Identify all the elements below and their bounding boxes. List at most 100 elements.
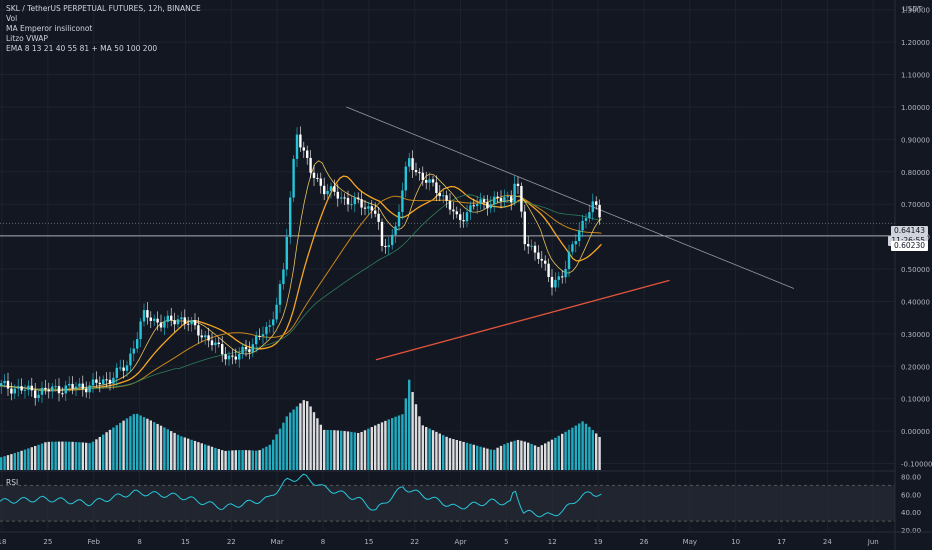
price-tick-label: 0.70000 [901, 201, 930, 209]
volume-bar [499, 445, 503, 470]
candle-body [394, 226, 397, 235]
candle-body [153, 318, 156, 321]
candle-body [173, 320, 176, 325]
candle-body [591, 201, 594, 213]
price-tick-label: 0.50000 [901, 266, 930, 274]
volume-bar [13, 453, 16, 470]
candle-body [418, 172, 421, 174]
rsi-label: RSI [6, 478, 19, 487]
volume-bar [448, 438, 452, 470]
candle-body [581, 220, 584, 231]
volume-bar [496, 447, 499, 470]
candle-body [431, 179, 435, 183]
candle-body [132, 348, 135, 354]
volume-bar [360, 431, 363, 470]
candle-body [459, 214, 462, 221]
candle-body [88, 385, 91, 393]
volume-bar [557, 435, 560, 470]
volume-bar [282, 422, 285, 470]
candle-body [85, 388, 88, 393]
volume-bar [139, 415, 142, 470]
price-tick-label: 1.00000 [901, 104, 930, 112]
candle-body [472, 205, 475, 207]
price-axis-unit: USDT [902, 5, 922, 13]
time-tick-label: 15 [181, 538, 190, 546]
candle-body [234, 356, 237, 360]
volume-bar [57, 441, 61, 470]
candle-body [51, 386, 54, 392]
price-tick-label: 0.00000 [901, 428, 930, 436]
ma200-line [375, 279, 670, 361]
volume-bar [540, 445, 543, 470]
candle-body [261, 334, 265, 337]
volume-bar [34, 445, 37, 470]
time-tick-label: 8 [321, 538, 325, 546]
volume-bar [159, 425, 163, 470]
candle-body [350, 204, 353, 206]
price-tick-label: 0.20000 [901, 363, 930, 371]
price-tick-label: 0.80000 [901, 169, 930, 177]
volume-bar [350, 431, 353, 470]
candle-body [64, 385, 67, 394]
legend-ema[interactable]: EMA 8 13 21 40 55 81 + MA 50 100 200 [6, 44, 158, 53]
candle-body [156, 318, 159, 323]
price-tick-label: 0.10000 [901, 396, 930, 404]
time-tick-label: 25 [43, 538, 52, 546]
volume-bar [272, 439, 275, 470]
candle-body [469, 205, 472, 213]
volume-bar [336, 430, 339, 470]
candle-body [465, 212, 469, 222]
candle-body [578, 230, 581, 242]
volume-bar [122, 420, 125, 470]
legend-vwap[interactable]: Litzo VWAP [6, 34, 48, 43]
candle-body [584, 218, 588, 221]
candle-body [176, 319, 180, 325]
time-tick-label: Feb [88, 538, 101, 546]
volume-bar [23, 449, 27, 470]
legend-ma-emperor[interactable]: MA Emperor insiliconot [6, 24, 93, 33]
candle-body [557, 276, 560, 280]
candle-body [251, 344, 254, 353]
candle-body [391, 234, 394, 246]
time-tick-label: 10 [731, 538, 740, 546]
volume-bar [391, 418, 394, 470]
legend-vol[interactable]: Vol [6, 14, 18, 23]
trendline[interactable] [346, 106, 795, 289]
candle-body [292, 158, 295, 198]
candle-body [387, 245, 390, 248]
price-tick-label: 1.10000 [901, 72, 930, 80]
volume-bar [112, 427, 115, 470]
candle-body [547, 263, 550, 277]
time-tick-label: 26 [640, 538, 649, 546]
volume-bar [166, 429, 169, 470]
time-axis[interactable]: 18 25 Feb 8 15 22 Mar 8 15 22 Apr 5 12 19 26 May 10 17 24 J… [0, 531, 932, 546]
candle-body [122, 367, 125, 371]
volume-bar [244, 450, 248, 470]
chart-grid [0, 0, 895, 530]
candle-body [224, 354, 227, 360]
candle-body [282, 269, 285, 285]
candle-body [340, 197, 343, 199]
symbol-title[interactable]: SKL / TetherUS PERPETUAL FUTURES, 12h, B… [6, 4, 201, 13]
time-tick-label: May [683, 538, 697, 546]
volume-bar [44, 442, 47, 470]
time-tick-label: 17 [777, 538, 786, 546]
candle-body [272, 319, 275, 326]
candle-body [115, 367, 118, 378]
candle-body [13, 388, 16, 394]
volume-bar [170, 431, 173, 470]
candle-body [510, 196, 513, 203]
price-axis[interactable]: 1.30000 1.20000 1.10000 1.00000 0.90000 0.800… [894, 0, 932, 550]
candle-body [17, 386, 20, 389]
volume-bar [54, 441, 57, 470]
time-tick-label: 24 [823, 538, 832, 546]
volume-bar [584, 423, 588, 470]
candle-body [108, 379, 112, 384]
volume-bar [238, 450, 241, 470]
candle-body [374, 210, 377, 214]
volume-bar [183, 437, 186, 470]
volume-bar [567, 429, 571, 470]
candle-body [561, 276, 564, 278]
candle-body [537, 252, 540, 259]
